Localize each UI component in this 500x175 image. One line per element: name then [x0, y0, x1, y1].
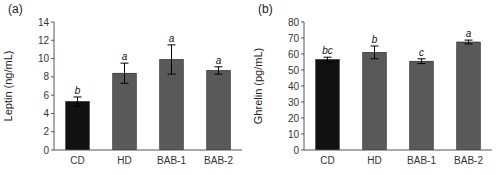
error-cap: [74, 96, 82, 97]
y-tick-label: 10: [288, 129, 300, 140]
error-cap: [465, 40, 473, 41]
bar: [363, 52, 387, 150]
bar: [113, 73, 137, 150]
panel-title: (a): [8, 2, 23, 16]
x-tick-label: BAB-1: [157, 155, 186, 166]
error-bar: [371, 46, 379, 59]
panel: (b)Ghrelin (pg/mL)01020304050607080bcbca…: [252, 2, 492, 166]
x-tick-label: CD: [320, 155, 334, 166]
y-tick-label: 40: [288, 81, 300, 92]
error-cap: [465, 43, 473, 44]
x-axis-line: [54, 150, 242, 151]
significance-letter: a: [216, 55, 222, 66]
error-bar: [168, 45, 176, 74]
error-line: [421, 59, 422, 64]
y-axis-line: [54, 22, 55, 150]
error-bar: [418, 59, 426, 64]
x-tick-label: HD: [117, 155, 131, 166]
error-cap: [121, 83, 129, 84]
y-tick-label: 12: [38, 35, 50, 46]
significance-letter: a: [122, 51, 128, 62]
error-bar: [215, 67, 223, 74]
error-line: [468, 40, 469, 44]
panel: (a) Leptin (ng/mL) 0 2 4 6 8 10 12 14 b a a a CD HD BAB-…: [2, 2, 242, 166]
error-bar: [324, 57, 332, 62]
error-cap: [418, 58, 426, 59]
error-cap: [324, 57, 332, 58]
error-cap: [371, 58, 379, 59]
plot-area: [316, 40, 481, 150]
bar: [66, 102, 90, 150]
x-tick-label: BAB-1: [407, 155, 436, 166]
significance-letter: a: [169, 33, 175, 44]
x-tick-label: BAB-2: [454, 155, 483, 166]
y-tick-label: 80: [288, 17, 300, 28]
y-tick-label: 50: [288, 65, 300, 76]
y-tick-label: 30: [288, 97, 300, 108]
error-cap: [168, 74, 176, 75]
error-cap: [121, 63, 129, 64]
y-tick-label: 10: [38, 53, 50, 64]
error-line: [77, 97, 78, 106]
error-line: [327, 57, 328, 62]
significance-letter: c: [419, 47, 424, 58]
error-cap: [371, 46, 379, 47]
error-bar: [465, 40, 473, 44]
x-axis-line: [304, 150, 492, 151]
bar: [410, 61, 434, 150]
error-cap: [418, 63, 426, 64]
y-tick-label: 0: [43, 145, 49, 156]
error-line: [124, 63, 125, 83]
y-tick-label: 8: [43, 71, 49, 82]
significance-letter: bc: [322, 45, 333, 56]
y-tick-label: 0: [293, 145, 299, 156]
bar: [207, 70, 231, 150]
y-tick-label: 6: [43, 90, 49, 101]
y-axis-label: Ghrelin (pg/mL): [252, 48, 264, 124]
y-tick-label: 70: [288, 33, 300, 44]
plot-area: [66, 45, 231, 150]
y-tick-label: 20: [288, 113, 300, 124]
y-axis-label: Leptin (ng/mL): [2, 51, 14, 122]
error-cap: [168, 44, 176, 45]
significance-letter: b: [75, 85, 81, 96]
error-cap: [324, 62, 332, 63]
chart-canvas: (a) Leptin (ng/mL) 0 2 4 6 8 10 12 14 b a a a CD HD BAB-…: [0, 0, 500, 175]
error-cap: [215, 74, 223, 75]
y-tick-label: 14: [38, 17, 50, 28]
bar: [316, 60, 340, 150]
significance-letter: b: [372, 34, 378, 45]
panel-title: (b): [258, 2, 273, 16]
y-axis-line: [304, 22, 305, 150]
error-bar: [121, 63, 129, 83]
x-tick-label: CD: [70, 155, 84, 166]
bar: [457, 42, 481, 150]
y-tick-label: 4: [43, 108, 49, 119]
error-line: [171, 45, 172, 74]
error-line: [218, 67, 219, 74]
error-cap: [215, 66, 223, 67]
significance-letter: a: [466, 28, 472, 39]
x-tick-label: HD: [367, 155, 381, 166]
x-tick-label: BAB-2: [204, 155, 233, 166]
error-bar: [74, 97, 82, 106]
error-line: [374, 46, 375, 59]
y-tick-label: 2: [43, 126, 49, 137]
error-cap: [74, 106, 82, 107]
y-tick-label: 60: [288, 49, 300, 60]
